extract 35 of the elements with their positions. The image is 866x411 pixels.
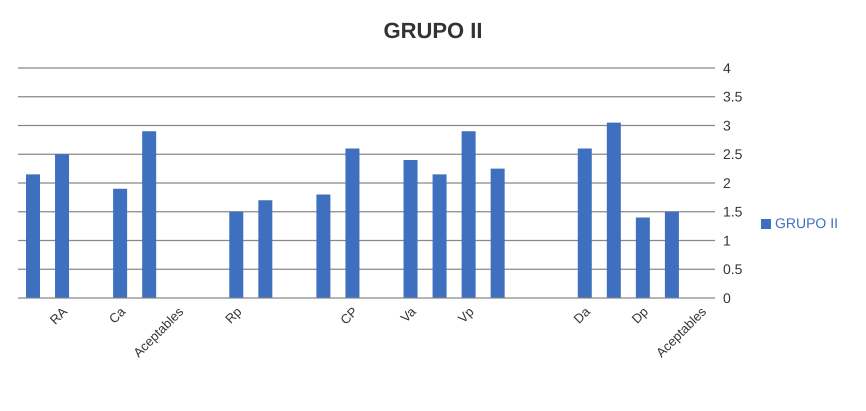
x-tick-label: Ca <box>106 304 129 326</box>
bar <box>229 212 244 298</box>
y-tick-label: 4 <box>722 60 731 76</box>
y-tick-label: 3 <box>722 117 731 134</box>
x-tick-label: Da <box>570 304 594 326</box>
bar <box>490 168 505 298</box>
bar <box>664 212 679 298</box>
y-tick-label: 3.5 <box>722 88 743 105</box>
bar <box>316 194 330 298</box>
x-tick-label: RA <box>46 304 70 328</box>
bar <box>462 131 476 298</box>
bar <box>142 131 156 298</box>
x-tick-label: Va <box>398 304 420 326</box>
bar <box>636 218 650 298</box>
bar <box>432 174 447 298</box>
y-tick-label: 0 <box>722 290 731 306</box>
bar <box>113 188 128 298</box>
y-tick-label: 2 <box>722 174 731 191</box>
x-tick-label: Dp <box>628 304 652 326</box>
y-tick-label: 0.5 <box>722 261 743 278</box>
bar <box>606 122 621 298</box>
y-tick-label: 1.5 <box>722 204 743 220</box>
x-tick-label: Rp <box>222 304 244 326</box>
chart-title: GRUPO II <box>382 18 484 44</box>
bar <box>26 174 40 298</box>
bar <box>578 148 592 298</box>
y-tick-label: 1 <box>722 232 731 248</box>
x-tick-label: Vp <box>454 304 477 326</box>
bar <box>55 154 70 298</box>
x-tick-label: CP <box>337 304 361 328</box>
y-tick-label: 2.5 <box>722 146 743 162</box>
bar <box>345 148 360 298</box>
bar <box>404 160 418 298</box>
bar <box>258 200 272 298</box>
legend-label: GRUPO II <box>774 215 838 231</box>
